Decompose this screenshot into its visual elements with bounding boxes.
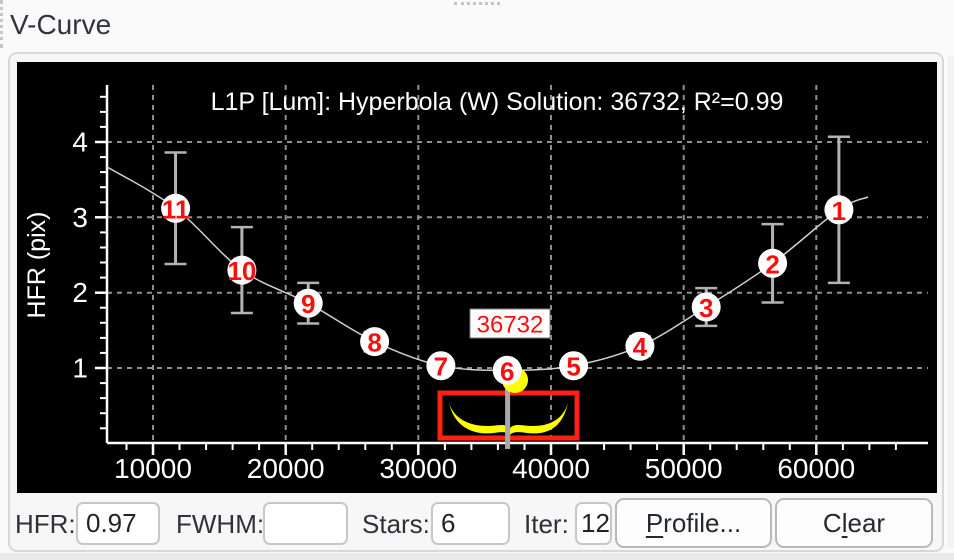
data-point (227, 255, 257, 285)
solution-label-box (469, 308, 551, 339)
data-point (426, 351, 456, 381)
y-tick-label: 2 (72, 277, 88, 308)
data-point-number: 7 (434, 352, 448, 382)
data-point (492, 355, 522, 385)
top-drag-handle[interactable] (454, 2, 500, 5)
y-tick-label: 4 (72, 127, 88, 158)
fwhm-field[interactable] (263, 502, 348, 545)
data-point (360, 327, 390, 357)
profile-button[interactable]: Profile... (615, 498, 772, 548)
hfr-field[interactable] (76, 502, 160, 545)
data-point (824, 195, 854, 225)
data-point-number: 5 (566, 352, 580, 382)
x-tick-label: 10000 (114, 453, 192, 484)
vcurve-chart: 10000 20000 30000 40000 50000 60000 1 2 3 4 36732 1… (17, 62, 937, 493)
data-point (161, 193, 191, 223)
iter-label: Iter: (524, 509, 569, 539)
chart-title: L1P [Lum]: Hyperbola (W) Solution: 36732… (211, 88, 784, 116)
y-axis-title: HFR (pix) (23, 212, 51, 319)
right-gutter (947, 56, 954, 548)
data-point-number: 4 (633, 332, 648, 362)
data-point-number: 10 (227, 256, 256, 286)
bottom-gutter (0, 553, 954, 560)
x-tick-label: 50000 (645, 453, 723, 484)
x-tick-label: 40000 (512, 453, 590, 484)
x-tick-label: 20000 (247, 453, 325, 484)
data-point (559, 351, 589, 381)
solution-label: 36732 (477, 312, 544, 339)
fit-curve (106, 166, 869, 372)
data-point (293, 288, 323, 318)
underbrace-icon (449, 403, 568, 435)
data-point-number: 8 (367, 328, 381, 358)
clear-button[interactable]: Clear (775, 498, 933, 548)
y-tick-label: 1 (72, 353, 88, 384)
left-resize-handle[interactable] (0, 0, 3, 48)
page-title: V-Curve (10, 9, 112, 40)
y-tick-label: 3 (72, 202, 88, 233)
data-point-number: 3 (699, 293, 713, 323)
data-point-number: 11 (162, 194, 190, 224)
x-tick-label: 60000 (777, 453, 855, 484)
data-point (691, 292, 721, 322)
data-point-number: 2 (765, 249, 779, 279)
fwhm-label: FWHM: (176, 509, 265, 539)
data-point-number: 9 (301, 289, 315, 319)
hfr-label: HFR: (15, 509, 76, 539)
stars-label: Stars: (362, 509, 430, 539)
iter-field[interactable] (575, 502, 612, 545)
data-point-number: 6 (500, 356, 514, 386)
x-tick-label: 30000 (379, 453, 457, 484)
data-point (758, 248, 788, 278)
data-point-number: 1 (832, 196, 846, 226)
stars-field[interactable] (431, 502, 510, 545)
data-point (625, 331, 655, 361)
